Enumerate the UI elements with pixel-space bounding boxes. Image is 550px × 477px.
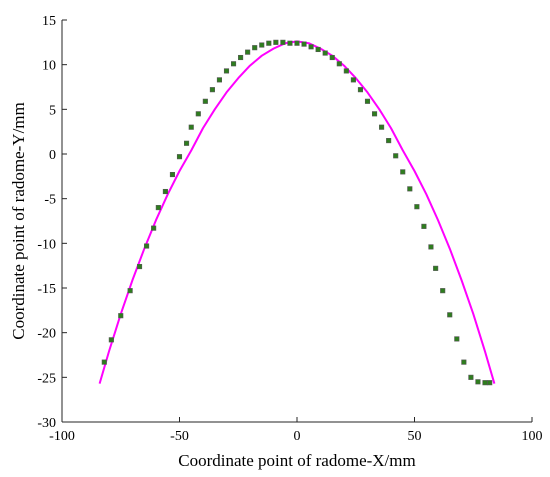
data-point — [137, 264, 143, 270]
data-point — [440, 288, 446, 294]
data-point — [127, 288, 133, 294]
data-point — [393, 153, 399, 159]
data-point — [364, 98, 371, 104]
data-point — [454, 336, 460, 342]
data-point — [155, 205, 161, 211]
data-point — [468, 374, 474, 380]
x-tick-label: 100 — [522, 429, 543, 444]
data-point — [322, 50, 328, 56]
data-point — [144, 243, 150, 249]
data-point — [184, 140, 190, 146]
data-point — [400, 169, 406, 175]
x-tick-label: -50 — [170, 429, 189, 444]
data-point — [118, 313, 124, 319]
data-point — [308, 44, 314, 50]
y-axis-title: Coordinate point of radome-Y/mm — [9, 102, 28, 339]
data-point — [371, 111, 378, 117]
y-tick-label: -5 — [44, 193, 56, 208]
data-point — [231, 61, 237, 67]
data-point — [475, 379, 481, 385]
y-tick-label: 15 — [42, 14, 56, 29]
data-point — [428, 244, 434, 250]
y-tick-label: -15 — [37, 282, 56, 297]
x-tick-label: -100 — [49, 429, 75, 444]
data-point — [202, 98, 208, 104]
data-point — [421, 223, 427, 229]
data-point — [195, 111, 201, 117]
data-point — [280, 39, 286, 45]
data-point — [176, 154, 183, 160]
data-point — [162, 188, 168, 195]
y-tick-label: -10 — [37, 237, 56, 252]
data-point — [259, 42, 265, 48]
data-point — [447, 312, 453, 318]
data-point — [188, 124, 194, 130]
y-tick-label: -25 — [37, 371, 56, 386]
data-point — [216, 77, 222, 83]
data-point — [357, 87, 364, 93]
data-point — [169, 171, 175, 178]
data-point — [238, 54, 244, 61]
data-marker-layer — [101, 39, 493, 386]
data-point — [151, 225, 157, 231]
data-point — [273, 39, 279, 45]
data-point — [386, 138, 392, 144]
data-point — [287, 40, 293, 46]
data-point — [101, 359, 107, 365]
data-point — [414, 204, 420, 210]
data-point — [294, 40, 300, 46]
y-tick-label: -20 — [37, 327, 56, 342]
data-point — [223, 68, 230, 74]
data-point — [482, 380, 488, 386]
data-point — [343, 68, 349, 74]
data-point — [407, 186, 413, 192]
data-point — [266, 40, 272, 46]
x-tick-label: 0 — [294, 429, 301, 444]
y-tick-label: 5 — [49, 103, 56, 118]
x-tick-label: 50 — [408, 429, 422, 444]
axes — [61, 19, 533, 423]
data-point — [315, 46, 321, 53]
data-point — [245, 49, 251, 55]
data-point — [433, 265, 439, 271]
data-point — [487, 380, 493, 386]
y-tick-label: 0 — [49, 148, 56, 163]
data-point — [336, 61, 342, 67]
x-axis-title: Coordinate point of radome-X/mm — [178, 451, 415, 470]
data-point — [461, 359, 467, 365]
data-point — [209, 87, 215, 93]
data-point — [329, 54, 335, 61]
y-tick-label: -30 — [37, 416, 56, 431]
y-tick-label: 10 — [42, 59, 56, 74]
data-point — [301, 41, 307, 47]
data-point — [108, 337, 114, 343]
data-point — [252, 45, 258, 51]
data-point — [350, 77, 356, 83]
data-point — [379, 124, 385, 130]
